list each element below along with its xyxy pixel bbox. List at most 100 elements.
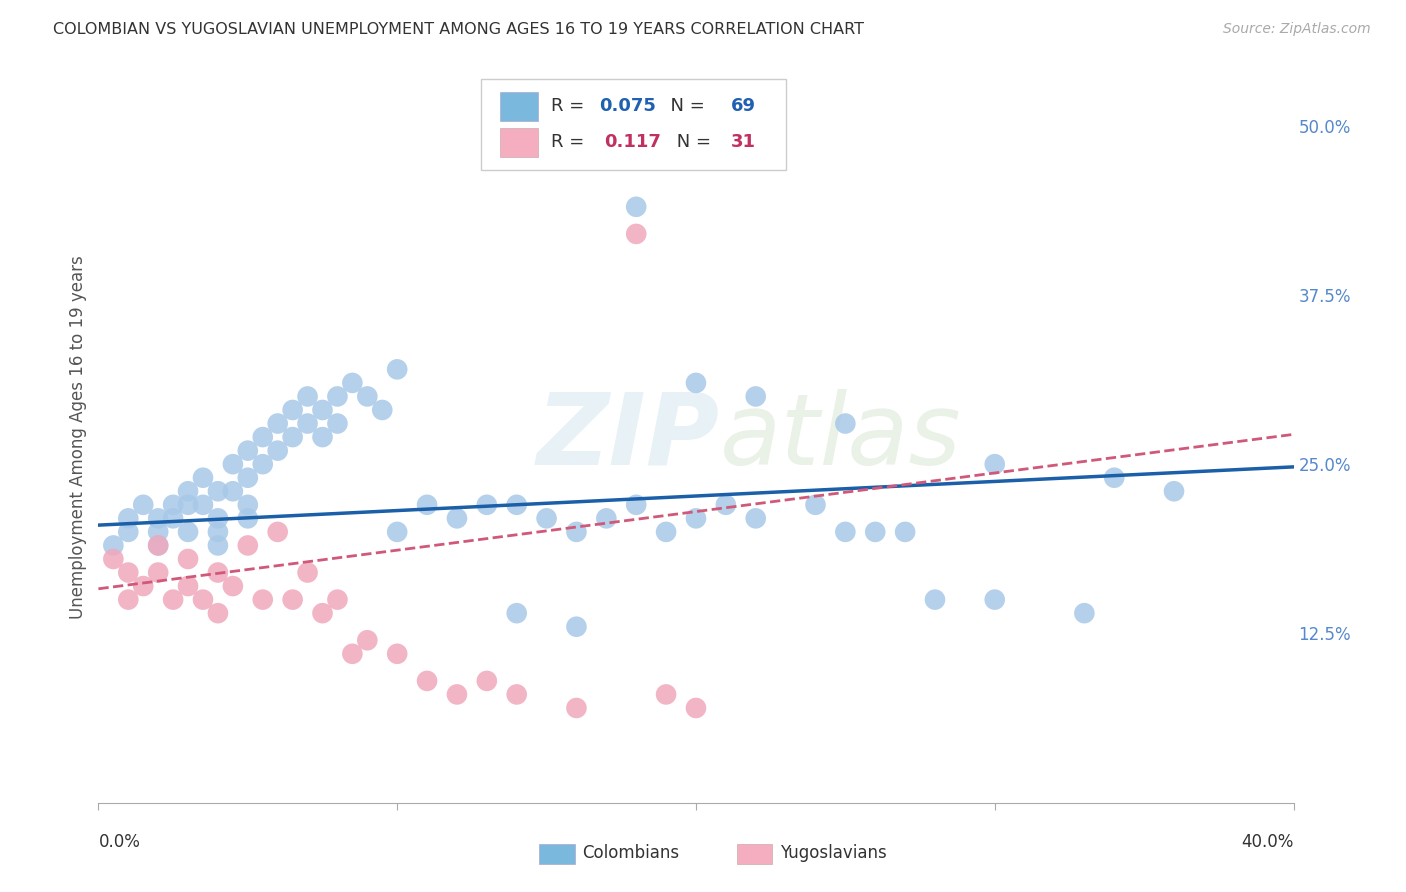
Point <box>148 524 170 539</box>
Point <box>326 417 349 431</box>
Point <box>745 511 768 525</box>
Point <box>311 606 333 620</box>
Point <box>236 443 259 458</box>
Point <box>385 524 409 539</box>
Point <box>342 647 364 661</box>
Point <box>103 552 125 566</box>
Point <box>311 403 333 417</box>
Point <box>626 227 648 241</box>
Point <box>356 389 378 403</box>
Point <box>475 673 498 688</box>
Point <box>177 498 200 512</box>
Point <box>117 592 139 607</box>
Point <box>416 673 439 688</box>
Point <box>191 471 214 485</box>
Point <box>371 403 394 417</box>
Point <box>281 430 304 444</box>
Point <box>236 471 259 485</box>
Point <box>446 511 468 525</box>
Point <box>416 498 439 512</box>
Point <box>207 511 229 525</box>
Text: atlas: atlas <box>720 389 962 485</box>
Text: Yugoslavians: Yugoslavians <box>779 844 886 863</box>
Point <box>117 524 139 539</box>
Point <box>1073 606 1095 620</box>
Point <box>475 498 498 512</box>
Point <box>281 592 304 607</box>
Point <box>326 592 349 607</box>
Point <box>984 592 1007 607</box>
Point <box>177 579 200 593</box>
Point <box>162 511 184 525</box>
Point <box>894 524 917 539</box>
Text: 69: 69 <box>731 97 755 115</box>
FancyBboxPatch shape <box>501 92 538 121</box>
Point <box>506 688 529 702</box>
Point <box>267 443 290 458</box>
Point <box>804 498 827 512</box>
Point <box>207 524 229 539</box>
Text: COLOMBIAN VS YUGOSLAVIAN UNEMPLOYMENT AMONG AGES 16 TO 19 YEARS CORRELATION CHAR: COLOMBIAN VS YUGOSLAVIAN UNEMPLOYMENT AM… <box>53 22 865 37</box>
Point <box>252 592 274 607</box>
Text: 0.0%: 0.0% <box>98 833 141 851</box>
Point <box>356 633 378 648</box>
Point <box>148 566 170 580</box>
Point <box>655 688 678 702</box>
Text: 40.0%: 40.0% <box>1241 833 1294 851</box>
Point <box>267 417 290 431</box>
Text: N =: N = <box>671 133 717 152</box>
Point <box>1104 471 1126 485</box>
Point <box>745 389 768 403</box>
Point <box>148 538 170 552</box>
Point <box>162 498 184 512</box>
Point <box>236 498 259 512</box>
Point <box>1163 484 1185 499</box>
Point <box>117 566 139 580</box>
Point <box>506 498 529 512</box>
Text: ZIP: ZIP <box>537 389 720 485</box>
Point <box>565 620 588 634</box>
Point <box>162 592 184 607</box>
Point <box>565 524 588 539</box>
Y-axis label: Unemployment Among Ages 16 to 19 years: Unemployment Among Ages 16 to 19 years <box>69 255 87 619</box>
Text: R =: R = <box>551 133 596 152</box>
FancyBboxPatch shape <box>540 845 575 863</box>
Point <box>252 457 274 471</box>
Point <box>595 511 617 525</box>
Point <box>297 566 319 580</box>
Point <box>311 430 333 444</box>
Point <box>655 524 678 539</box>
Text: 0.117: 0.117 <box>605 133 661 152</box>
Point <box>132 579 155 593</box>
Point <box>177 552 200 566</box>
Point <box>834 524 856 539</box>
Point <box>103 538 125 552</box>
Point <box>626 200 648 214</box>
FancyBboxPatch shape <box>737 845 772 863</box>
Point <box>685 701 707 715</box>
Point <box>222 579 245 593</box>
Text: 31: 31 <box>731 133 755 152</box>
Text: N =: N = <box>659 97 710 115</box>
Point <box>342 376 364 390</box>
Point <box>222 484 245 499</box>
Point <box>222 457 245 471</box>
Point <box>236 538 259 552</box>
Point <box>565 701 588 715</box>
Point <box>385 647 409 661</box>
Text: 0.075: 0.075 <box>599 97 657 115</box>
Point <box>177 524 200 539</box>
Point <box>132 498 155 512</box>
Point <box>117 511 139 525</box>
Point <box>924 592 946 607</box>
Point <box>834 417 856 431</box>
Point <box>385 362 409 376</box>
Point <box>236 511 259 525</box>
Point <box>714 498 737 512</box>
Text: Colombians: Colombians <box>582 844 679 863</box>
Point <box>191 498 214 512</box>
Point <box>207 566 229 580</box>
Point <box>685 376 707 390</box>
Point <box>207 484 229 499</box>
Point <box>536 511 558 525</box>
